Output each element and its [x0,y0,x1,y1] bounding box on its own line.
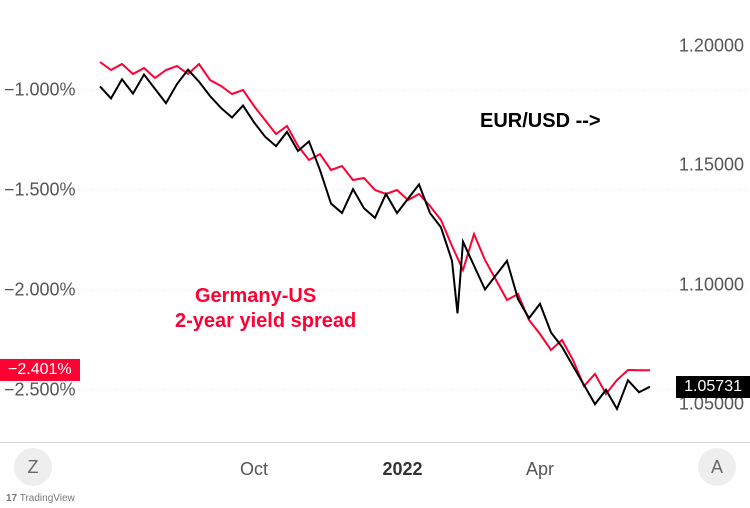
left-axis-tick: −2.500% [0,380,76,401]
branding-label: ⁠17 TradingView [6,493,75,504]
x-axis-tick: 2022 [382,459,422,480]
chart-annotation: Germany-US [195,285,316,308]
chart-container: −1.000% −1.500% −2.000% −2.500% 1.20000 1.15… [0,0,750,508]
zoom-button[interactable]: Z [14,448,52,486]
x-axis-tick: Oct [240,459,268,480]
right-axis-tick: 1.20000 [679,35,750,56]
auto-button[interactable]: A [698,448,736,486]
x-axis-tick: Apr [526,459,554,480]
right-price-flag: 1.05731 [676,376,750,398]
right-axis-tick: 1.15000 [679,155,750,176]
left-axis-tick: −2.000% [0,280,76,301]
left-axis-tick: −1.000% [0,80,76,101]
left-price-flag: −2.401% [0,359,80,381]
left-axis-tick: −1.500% [0,180,76,201]
x-axis-line [0,442,750,443]
zoom-button-label: Z [28,457,39,478]
chart-annotation: 2-year yield spread [175,310,356,333]
chart-annotation: EUR/USD --> [480,110,601,133]
chart-svg [0,0,750,508]
right-axis-tick: 1.10000 [679,274,750,295]
auto-button-label: A [711,457,723,478]
